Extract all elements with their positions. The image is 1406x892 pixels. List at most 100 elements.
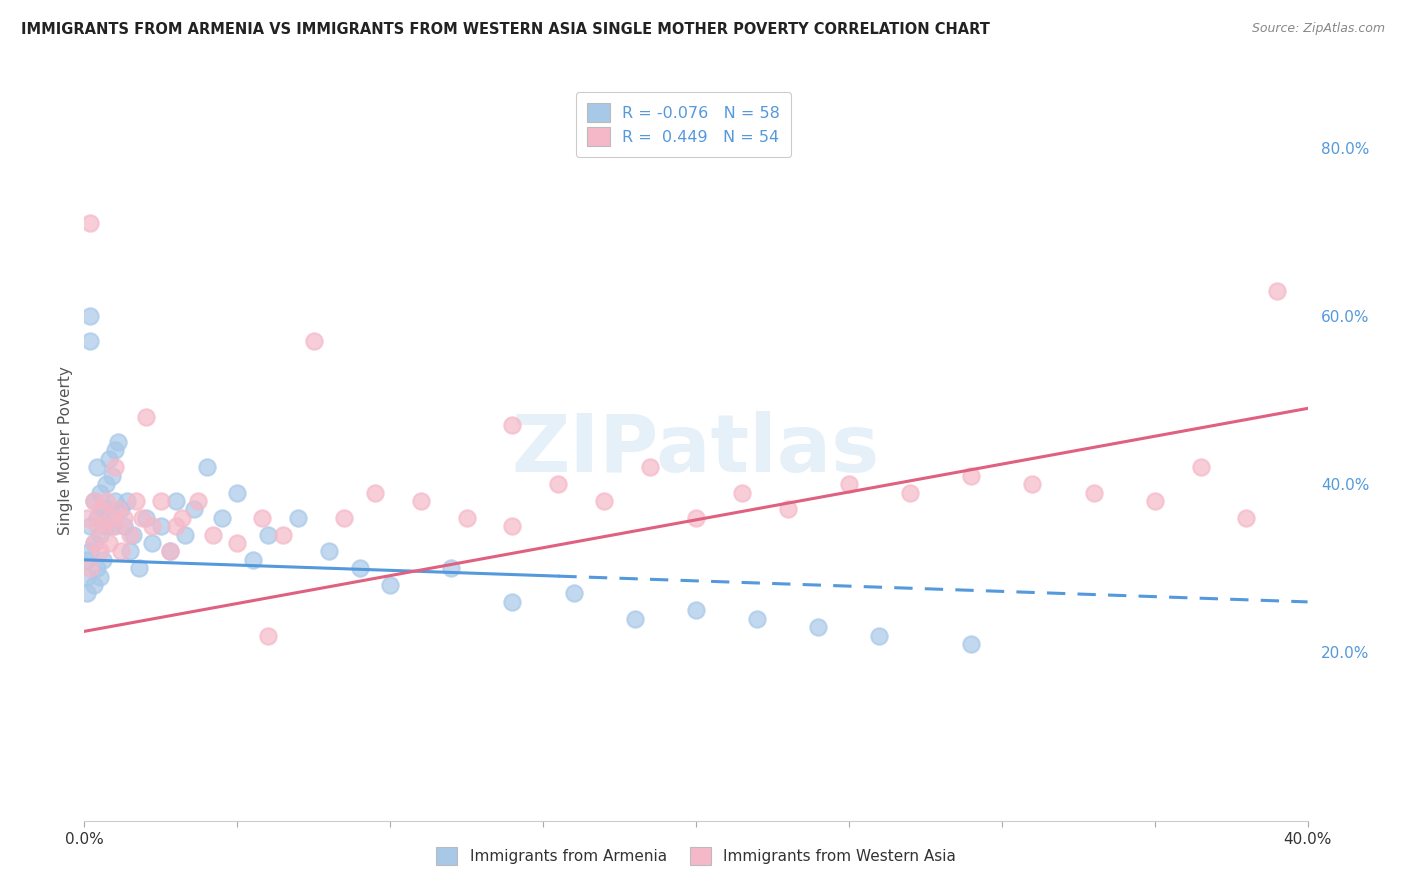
Point (318, 544, 340, 558)
Point (76, 569, 98, 583)
Point (201, 527, 224, 541)
Point (128, 561, 150, 575)
Point (97, 536, 120, 550)
Point (257, 628, 280, 642)
Point (89, 502, 111, 516)
Point (380, 578, 402, 592)
Text: ZIPatlas: ZIPatlas (512, 411, 880, 490)
Point (89, 527, 111, 541)
Point (149, 494, 172, 508)
Point (172, 510, 194, 524)
Point (131, 510, 153, 524)
Text: Source: ZipAtlas.com: Source: ZipAtlas.com (1251, 22, 1385, 36)
Point (186, 494, 208, 508)
Point (135, 510, 157, 524)
Point (1021, 477, 1043, 491)
Point (76, 553, 98, 567)
Point (165, 519, 187, 533)
Point (211, 510, 233, 524)
Point (547, 477, 569, 491)
Point (97, 451, 120, 466)
Point (195, 460, 218, 475)
Point (302, 334, 325, 348)
Point (83, 536, 105, 550)
Point (333, 510, 356, 524)
Text: IMMIGRANTS FROM ARMENIA VS IMMIGRANTS FROM WESTERN ASIA SINGLE MOTHER POVERTY CO: IMMIGRANTS FROM ARMENIA VS IMMIGRANTS FR… (21, 22, 990, 37)
Point (86, 561, 108, 575)
Point (110, 502, 132, 516)
Point (960, 468, 983, 483)
Point (1083, 485, 1105, 500)
Point (624, 612, 647, 626)
Point (226, 485, 249, 500)
Point (869, 628, 891, 642)
Point (79, 519, 101, 533)
Point (94, 519, 117, 533)
Point (76, 510, 98, 524)
Point (120, 544, 142, 558)
Point (502, 595, 524, 609)
Point (101, 510, 124, 524)
Point (502, 519, 524, 533)
Point (287, 510, 309, 524)
Point (89, 569, 111, 583)
Point (76, 586, 98, 600)
Point (79, 309, 101, 323)
Point (104, 494, 127, 508)
Point (141, 519, 163, 533)
Point (183, 502, 205, 516)
Point (807, 620, 830, 634)
Point (562, 586, 585, 600)
Point (502, 418, 524, 433)
Point (593, 494, 616, 508)
Point (107, 502, 129, 516)
Point (79, 216, 101, 230)
Point (731, 485, 754, 500)
Point (91, 502, 114, 516)
Point (91, 553, 114, 567)
Point (110, 544, 132, 558)
Y-axis label: Single Mother Poverty: Single Mother Poverty (58, 366, 73, 535)
Point (159, 544, 181, 558)
Point (94, 494, 117, 508)
Point (135, 409, 157, 424)
Point (115, 494, 138, 508)
Point (89, 544, 111, 558)
Point (120, 527, 142, 541)
Point (838, 477, 860, 491)
Point (89, 485, 111, 500)
Point (104, 460, 127, 475)
Point (1265, 284, 1288, 298)
Point (101, 468, 124, 483)
Point (364, 485, 387, 500)
Point (112, 519, 135, 533)
Point (101, 519, 124, 533)
Point (79, 334, 101, 348)
Point (1143, 494, 1166, 508)
Point (271, 527, 294, 541)
Point (898, 485, 921, 500)
Point (174, 527, 197, 541)
Point (79, 561, 101, 575)
Point (83, 536, 105, 550)
Point (747, 612, 769, 626)
Point (83, 578, 105, 592)
Point (86, 519, 108, 533)
Point (250, 510, 273, 524)
Point (104, 519, 127, 533)
Point (685, 510, 707, 524)
Point (349, 561, 371, 575)
Point (91, 519, 114, 533)
Point (141, 536, 163, 550)
Legend: Immigrants from Armenia, Immigrants from Western Asia: Immigrants from Armenia, Immigrants from… (429, 839, 963, 872)
Point (107, 435, 129, 450)
Point (86, 510, 108, 524)
Point (83, 494, 105, 508)
Point (112, 510, 135, 524)
Point (638, 460, 661, 475)
Point (83, 494, 105, 508)
Point (456, 510, 478, 524)
Point (122, 527, 145, 541)
Point (242, 553, 264, 567)
Point (1189, 460, 1212, 475)
